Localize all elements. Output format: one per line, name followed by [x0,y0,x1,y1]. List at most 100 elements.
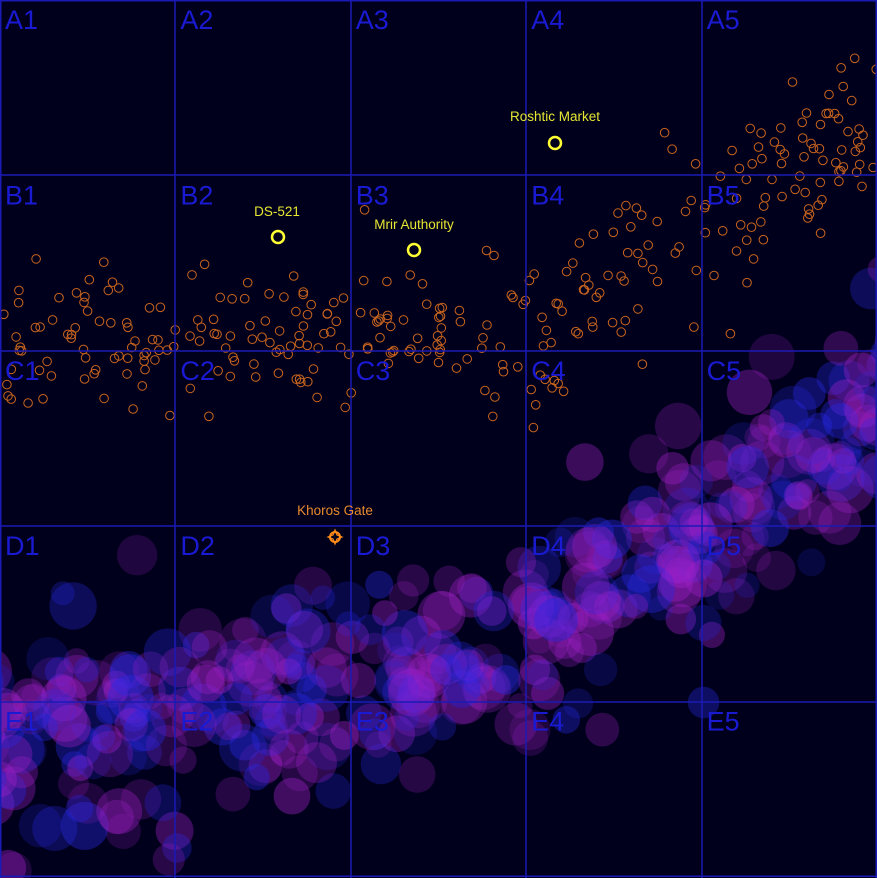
nebula-cloud [771,454,818,502]
asteroid [308,364,319,374]
nebula-cloud [795,436,832,473]
nebula-cloud [572,557,604,589]
poi-roshtic-market[interactable]: Roshtic Market [510,109,600,151]
nebula-cloud [652,526,682,556]
nebula-cloud [441,678,488,724]
nebula-cloud [152,843,185,876]
nebula-cloud [552,706,581,734]
nebula-cloud [310,585,336,610]
asteroid [122,353,133,364]
nebula-cloud [346,695,382,731]
nebula-cloud [688,502,733,547]
nebula-cloud [0,765,7,792]
asteroid [71,288,82,298]
grid-cell-label: A1 [5,5,38,35]
nebula-cloud [859,407,877,447]
nebula-cloud [520,585,567,632]
nebula-cloud [571,591,609,628]
asteroid [359,205,370,215]
gate-label: Khoros Gate [297,503,373,518]
poi-ds-521[interactable]: DS-521 [254,204,300,245]
asteroid [121,318,132,328]
nebula-cloud [50,581,75,606]
asteroid [372,317,382,327]
nebula-cloud [230,650,276,696]
nebula-cloud [843,449,877,488]
nebula-cloud [684,559,723,598]
poi-mrir-authority[interactable]: Mrir Authority [374,217,454,258]
nebula-cloud [744,423,772,452]
nebula-cloud [0,766,36,811]
nebula-cloud [407,667,441,701]
nebula-cloud [833,436,862,465]
nebula-cloud [124,708,167,752]
nebula-cloud [769,424,801,455]
asteroid [34,365,45,376]
nebula-cloud [41,675,87,722]
nebula-cloud [860,454,877,500]
asteroid [38,394,48,404]
nebula-cloud [102,670,131,699]
nebula-cloud [548,625,582,659]
asteroid [462,354,473,364]
asteroid [257,332,267,343]
nebula-cloud [768,422,804,458]
jump-gate-icon[interactable] [326,528,344,546]
poi-label: DS-521 [254,204,300,219]
nebula-cloud [634,496,671,533]
asteroid [815,119,826,130]
asteroid [78,344,89,355]
asteroid [153,335,163,345]
asteroid [769,137,780,147]
asteroid [406,344,416,355]
station-icon[interactable] [270,229,286,245]
asteroid [571,326,581,337]
nebula-cloud [281,755,318,792]
nebula-cloud [143,628,192,677]
asteroid [717,226,728,236]
nebula-cloud [562,562,610,611]
poi-label: Roshtic Market [510,109,600,124]
nebula-cloud [21,700,51,730]
asteroid [220,343,231,353]
nebula-cloud [0,852,32,878]
asteroid [746,222,757,232]
asteroid [291,374,302,385]
nebula-cloud [413,655,451,692]
asteroid [264,289,274,299]
nebula-cloud [0,728,10,764]
grid-labels: A1 A2 A3 A4 A5 B1 B2 B3 B4 B5 C1 C2 C3 C4 C5 D1 D2 D3 D4 D5… [5,5,741,737]
grid-cell-label: A2 [180,5,213,35]
nebula-cloud [826,466,874,514]
station-icon[interactable] [406,242,422,258]
asteroid [823,108,834,119]
nebula-cloud [190,660,225,695]
gate-khoros[interactable]: Khoros Gate [297,503,373,546]
nebula-cloud [655,402,702,450]
nebula-cloud [254,705,286,737]
nebula-cloud [758,473,794,510]
nebula-cloud [109,651,148,689]
asteroid [481,245,492,256]
station-icon[interactable] [547,135,563,151]
nebula-cloud [627,485,663,521]
nebula-cloud [728,443,757,473]
nebula-cloud [554,516,596,558]
nebula-cloud [598,589,638,629]
asteroid [588,322,598,332]
asteroid [162,345,172,355]
nebula-cloud [742,543,772,572]
asteroid [508,292,518,303]
nebula-cloud [424,629,462,668]
nebula-cloud [473,590,514,632]
nebula-cloud [365,570,394,599]
nebula-cloud [785,483,813,511]
nebula-cloud [273,777,311,815]
asteroid [421,299,432,310]
asteroid [82,306,93,316]
nebula-cloud [269,739,296,766]
nebula-cloud [443,670,481,708]
nebula-cloud [378,715,416,753]
